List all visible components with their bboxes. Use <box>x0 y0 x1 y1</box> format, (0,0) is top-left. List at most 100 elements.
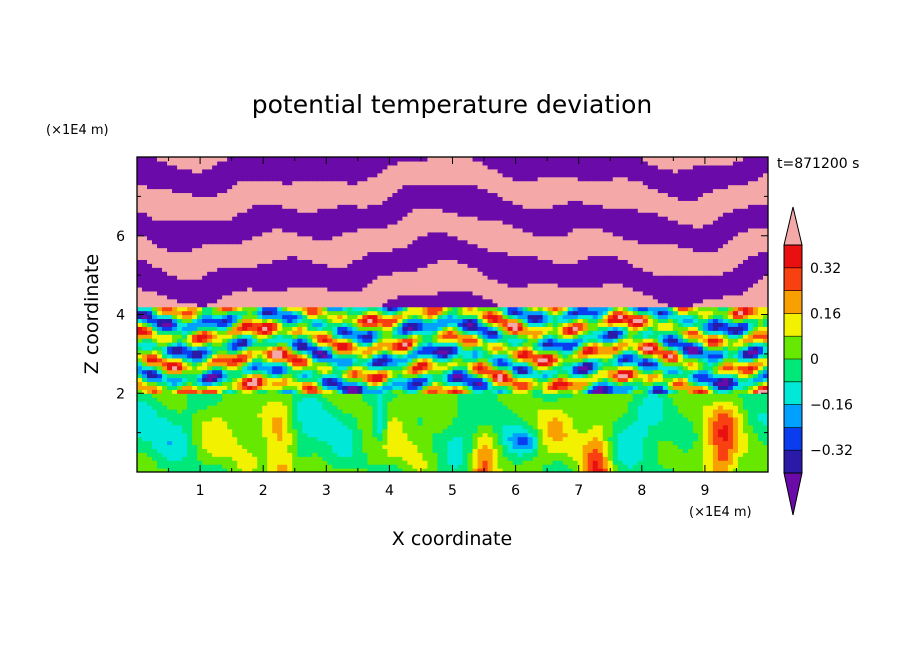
field-cell <box>352 314 358 320</box>
field-cell <box>537 440 544 446</box>
field-cell <box>592 405 599 410</box>
field-cell <box>557 409 564 414</box>
field-cell <box>192 460 198 465</box>
field-cell <box>717 338 724 343</box>
field-cell <box>402 452 409 457</box>
field-cell <box>207 318 213 323</box>
field-cell <box>682 460 689 465</box>
field-cell <box>352 436 358 442</box>
field-cell <box>362 397 368 402</box>
field-cell <box>277 397 283 402</box>
field-cell <box>327 468 333 472</box>
field-cell <box>227 330 233 335</box>
field-cell <box>482 369 489 375</box>
field-cell <box>227 440 233 446</box>
field-cell <box>717 342 724 347</box>
field-cell <box>407 412 414 418</box>
field-cell <box>182 409 188 414</box>
field-cell <box>607 365 614 371</box>
field-cell <box>142 330 148 335</box>
field-cell <box>232 420 238 426</box>
field-cell <box>182 338 188 343</box>
field-cell <box>367 401 373 406</box>
field-cell <box>657 357 664 363</box>
field-cell <box>292 412 298 418</box>
field-cell <box>212 448 218 453</box>
field-cell <box>297 377 303 383</box>
field-cell <box>307 381 313 386</box>
field-cell <box>327 314 333 320</box>
field-cell <box>627 334 634 339</box>
field-cell <box>152 393 158 398</box>
field-cell <box>292 330 298 335</box>
field-cell <box>212 432 218 438</box>
field-cell <box>417 460 424 465</box>
field-cell <box>597 416 604 422</box>
field-cell <box>417 322 424 327</box>
field-cell <box>197 322 203 327</box>
field-cell <box>572 412 579 418</box>
field-cell <box>487 369 494 375</box>
field-cell <box>537 357 544 363</box>
field-cell <box>562 456 569 461</box>
field-cell <box>752 361 759 367</box>
field-cell <box>492 349 499 355</box>
field-cell <box>587 464 594 469</box>
field-cell <box>632 440 639 446</box>
field-cell <box>232 440 238 446</box>
field-cell <box>652 428 659 434</box>
field-cell <box>347 349 353 355</box>
field-cell <box>372 330 378 335</box>
field-cell <box>372 432 378 438</box>
field-cell <box>502 448 509 453</box>
field-cell <box>702 420 709 426</box>
field-cell <box>452 460 459 465</box>
field-cell <box>447 424 454 430</box>
field-cell <box>752 377 759 383</box>
field-cell <box>577 377 584 383</box>
field-cell <box>282 452 288 457</box>
field-cell <box>352 456 358 461</box>
field-cell <box>392 401 399 406</box>
field-cell <box>752 373 759 379</box>
field-cell <box>442 420 449 426</box>
field-cell <box>757 397 764 402</box>
field-cell <box>637 349 644 355</box>
field-cell <box>637 318 644 323</box>
field-cell <box>337 436 343 442</box>
field-cell <box>262 456 268 461</box>
field-cell <box>737 338 744 343</box>
field-cell <box>177 322 183 327</box>
field-cell <box>587 318 594 323</box>
field-cell <box>572 377 579 383</box>
field-cell <box>557 346 564 351</box>
field-cell <box>562 373 569 379</box>
field-cell <box>337 448 343 453</box>
field-cell <box>727 373 734 379</box>
field-cell <box>597 432 604 438</box>
field-cell <box>532 436 539 442</box>
field-cell <box>622 381 629 386</box>
field-cell <box>237 432 243 438</box>
field-cell <box>142 412 148 418</box>
field-cell <box>142 468 148 472</box>
field-cell <box>192 444 198 449</box>
field-cell <box>692 405 699 410</box>
field-cell <box>542 346 549 351</box>
field-cell <box>237 349 243 355</box>
field-cell <box>307 338 313 343</box>
field-cell <box>267 338 273 343</box>
field-cell <box>377 318 383 323</box>
field-cell <box>207 436 213 442</box>
field-cell <box>502 342 509 347</box>
field-cell <box>747 436 754 442</box>
field-cell <box>407 314 414 320</box>
field-cell <box>242 330 248 335</box>
field-cell <box>562 452 569 457</box>
field-cell <box>577 444 584 449</box>
field-cell <box>682 326 689 331</box>
field-cell <box>452 326 459 331</box>
field-cell <box>717 385 724 390</box>
field-cell <box>432 401 439 406</box>
field-cell <box>282 314 288 320</box>
